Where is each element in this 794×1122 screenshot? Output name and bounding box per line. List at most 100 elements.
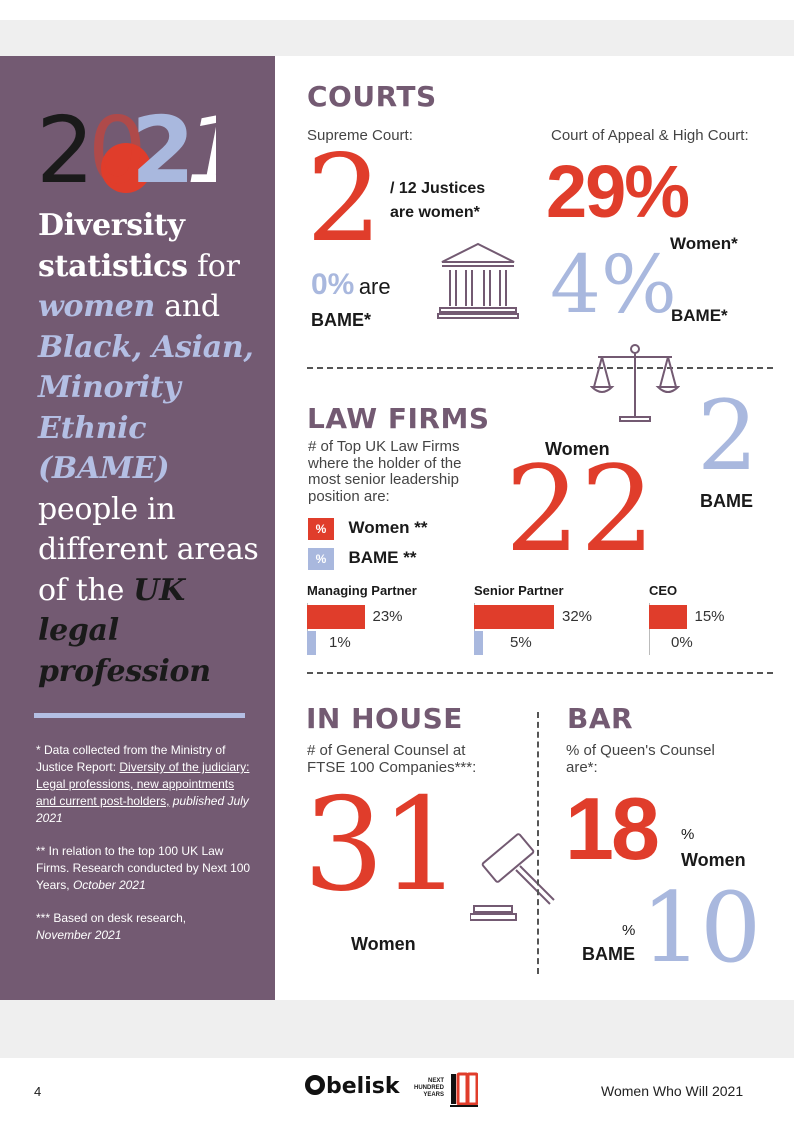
footnote-text: *** Based on desk research, bbox=[36, 911, 187, 925]
bar-bame bbox=[307, 631, 316, 655]
partner-line: NEXT bbox=[427, 1078, 444, 1084]
publication-title: Women Who Will 2021 bbox=[601, 1083, 744, 1099]
in-house-value: 31 bbox=[303, 771, 462, 920]
bar-bame bbox=[474, 631, 483, 655]
footnote-3: *** Based on desk research, November 202… bbox=[36, 910, 251, 944]
law-firms-women-label: Women bbox=[545, 439, 610, 459]
year-digit-2a: 2 bbox=[36, 98, 95, 194]
in-house-label: Women bbox=[351, 934, 416, 954]
bar-description: % of Queen's Counsel are*: bbox=[566, 742, 715, 776]
year-graphic: 2 0 2 1 bbox=[36, 97, 245, 204]
in-house-title: IN HOUSE bbox=[306, 702, 463, 735]
legend-bame: % BAME ** bbox=[308, 548, 416, 570]
headline-part: UK legal profession bbox=[38, 572, 211, 689]
bar-chart-title: CEO bbox=[649, 583, 678, 598]
legend-bame-label: BAME ** bbox=[348, 548, 417, 567]
bar-bame-pct: % bbox=[622, 922, 636, 939]
law-firms-women-value: 22 bbox=[505, 440, 656, 578]
law-firms-description: # of Top UK Law Firms where the holder o… bbox=[308, 438, 462, 505]
bar-women bbox=[649, 605, 687, 629]
bar-chart-axis bbox=[649, 603, 650, 655]
in-house-description: # of General Counsel at FTSE 100 Compani… bbox=[307, 742, 477, 776]
gavel-icon bbox=[470, 833, 555, 921]
appeal-bame-label: BAME* bbox=[671, 306, 728, 325]
section-divider-vertical bbox=[537, 712, 539, 974]
bar-women-label: Women bbox=[681, 850, 746, 870]
obelisk-wordmark: belisk bbox=[326, 1074, 400, 1099]
footnotes: * Data collected from the Ministry of Ju… bbox=[36, 742, 251, 960]
courthouse-icon bbox=[437, 242, 519, 319]
supreme-justices-number: 2 bbox=[306, 130, 383, 269]
legend-women: % Women ** bbox=[308, 518, 428, 540]
page-number: 4 bbox=[34, 1084, 42, 1099]
section-divider bbox=[307, 672, 773, 674]
year-digit-1: 1 bbox=[186, 98, 216, 194]
footnote-text: ** In relation to the top 100 UK Law Fir… bbox=[36, 844, 251, 892]
headline-part: and bbox=[164, 289, 220, 324]
legend-women-label: Women ** bbox=[348, 518, 428, 537]
supreme-justices-text: / 12 Justices are women* bbox=[390, 180, 486, 221]
bar-women-pct: % bbox=[681, 826, 695, 843]
supreme-bame-stat: 0% are bbox=[311, 268, 391, 302]
bar-chart-axis bbox=[307, 603, 308, 655]
bar-women-value-label: 32% bbox=[562, 608, 593, 625]
bar-bame-value-label: 5% bbox=[510, 634, 532, 651]
bar-bame-value-label: 1% bbox=[329, 634, 351, 651]
headline-part: Diversity bbox=[38, 208, 185, 243]
footnote-1: * Data collected from the Ministry of Ju… bbox=[36, 742, 251, 827]
supreme-bame-label: BAME* bbox=[311, 310, 372, 330]
next-hundred-years-logo bbox=[450, 1072, 478, 1107]
legend-women-swatch: % bbox=[308, 518, 334, 540]
courts-title: COURTS bbox=[307, 80, 437, 113]
bar-women bbox=[307, 605, 365, 629]
bar-women-value-label: 23% bbox=[372, 608, 403, 625]
legend-bame-swatch: % bbox=[308, 548, 334, 570]
bar-bame-value-label: 0% bbox=[671, 634, 693, 651]
top-band bbox=[0, 20, 794, 56]
bar-title: BAR bbox=[567, 702, 634, 735]
supreme-bame-value: 0% bbox=[311, 268, 355, 301]
headline-part: statistics bbox=[38, 248, 188, 284]
partner-line: YEARS bbox=[423, 1092, 444, 1098]
law-firms-title: LAW FIRMS bbox=[307, 402, 490, 435]
obelisk-logo: belisk bbox=[305, 1074, 399, 1099]
supreme-court-label: Supreme Court: bbox=[307, 127, 413, 144]
headline-part: women bbox=[38, 289, 155, 324]
obelisk-o-mark bbox=[305, 1075, 325, 1095]
appeal-women-value: 29% bbox=[546, 150, 690, 233]
sidebar-headline: Diversity statistics for women and Black… bbox=[38, 206, 268, 692]
year-digit-0: 0 bbox=[88, 98, 147, 194]
section-divider bbox=[307, 367, 773, 369]
headline-part: people in different areas of the bbox=[38, 491, 259, 608]
footnote-date: published July 2021 bbox=[36, 794, 249, 825]
bar-bame-value: 10 bbox=[641, 872, 761, 984]
next-hundred-years-wordmark: NEXT HUNDRED YEARS bbox=[412, 1078, 444, 1099]
year-digit-2b: 2 bbox=[131, 98, 195, 194]
bottom-band bbox=[0, 1000, 794, 1058]
scales-icon bbox=[590, 344, 680, 422]
law-firms-bame-value: 2 bbox=[697, 380, 759, 492]
bar-women-value-label: 15% bbox=[694, 608, 725, 625]
footnote-text: * Data collected from the Ministry of Ju… bbox=[36, 743, 226, 774]
bar-chart-title: Senior Partner bbox=[474, 583, 564, 598]
appeal-women-label: Women* bbox=[670, 234, 738, 253]
year-logo: 2 0 2 1 bbox=[36, 97, 245, 204]
appeal-bame-value: 4% bbox=[550, 238, 677, 331]
headline-part: for bbox=[197, 248, 240, 284]
bar-chart-title: Managing Partner bbox=[307, 583, 417, 598]
partner-line: HUNDRED bbox=[414, 1085, 444, 1091]
headline-part: Black, Asian, Minority Ethnic (BAME) bbox=[38, 329, 254, 487]
law-firms-bame-label: BAME bbox=[700, 491, 753, 511]
sidebar-divider bbox=[34, 713, 245, 718]
supreme-bame-text: are bbox=[358, 274, 391, 299]
footnote-date: November 2021 bbox=[36, 928, 122, 942]
footnote-2: ** In relation to the top 100 UK Law Fir… bbox=[36, 843, 251, 894]
bar-women bbox=[474, 605, 554, 629]
footnote-link[interactable]: Diversity of the judiciary: Legal profes… bbox=[36, 760, 250, 808]
appeal-court-label: Court of Appeal & High Court: bbox=[551, 127, 749, 144]
bar-women-value: 18 bbox=[565, 779, 660, 878]
footnote-date: October 2021 bbox=[72, 878, 146, 892]
bar-bame-label: BAME bbox=[582, 944, 635, 964]
sidebar: 2 0 2 1 Diversity statistics for women a… bbox=[0, 56, 275, 1000]
bar-chart-axis bbox=[474, 603, 475, 655]
